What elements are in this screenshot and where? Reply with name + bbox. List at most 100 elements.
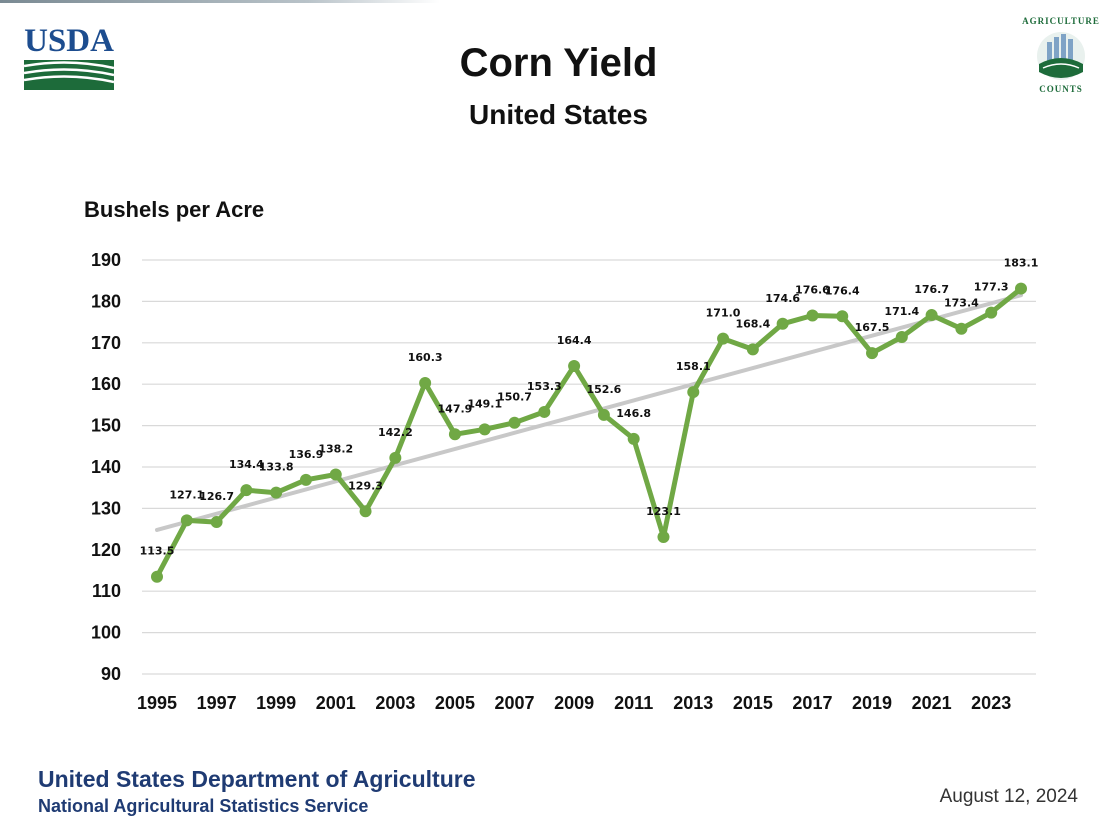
data-point-2013 [687,386,700,399]
usda-logo-landscape-icon [24,60,114,90]
data-point-2001 [329,468,342,481]
usda-logo: USDA [24,22,114,90]
data-label-2011: 146.8 [616,407,651,420]
data-point-2002 [359,505,372,518]
data-point-2015 [746,343,759,356]
data-label-2016: 174.6 [765,292,800,305]
data-point-2007 [508,416,521,429]
data-point-2009 [568,359,581,372]
data-point-2017 [806,309,819,322]
x-tick-label: 2009 [554,693,594,713]
data-point-2022 [955,322,968,335]
data-label-2014: 171.0 [706,307,741,320]
y-tick-label: 90 [101,664,121,684]
ag-logo-bottom-text: COUNTS [1039,84,1083,94]
x-tick-label: 2013 [673,693,713,713]
data-point-2021 [925,309,938,322]
data-label-2012: 123.1 [646,505,681,518]
data-point-2010 [597,408,610,421]
data-point-2020 [895,331,908,344]
data-label-2018: 176.4 [825,284,860,297]
data-point-2012 [657,530,670,543]
y-tick-label: 130 [91,498,121,518]
data-label-1995: 113.5 [140,545,175,558]
data-point-2006 [478,423,491,436]
data-point-2011 [627,432,640,445]
data-point-1997 [210,516,223,529]
data-label-2007: 150.7 [497,391,532,404]
data-label-2001: 138.2 [318,442,353,455]
x-tick-label: 2023 [971,693,1011,713]
data-label-2006: 149.1 [467,397,502,410]
data-label-2004: 160.3 [408,351,443,364]
y-tick-label: 140 [91,457,121,477]
data-point-1995 [151,570,163,583]
data-point-2024 [1015,282,1027,295]
footer-department: United States Department of Agriculture [38,766,476,792]
chart-subtitle: United States [469,99,648,130]
x-tick-label: 2003 [375,693,415,713]
y-tick-label: 100 [91,623,121,643]
x-tick-label: 2011 [614,693,653,713]
data-label-2020: 171.4 [884,305,919,318]
usda-logo-text: USDA [24,23,114,59]
data-label-2023: 177.3 [974,281,1009,294]
data-label-2003: 142.2 [378,426,413,439]
agriculture-counts-emblem-icon [1037,32,1085,80]
x-tick-label: 2001 [316,693,356,713]
data-label-2021: 176.7 [914,283,949,296]
y-tick-label: 180 [91,291,121,311]
data-label-2002: 129.3 [348,479,383,492]
x-tick-label: 2007 [494,693,534,713]
data-point-2003 [389,451,402,464]
data-label-1997: 126.7 [199,490,234,503]
footer-date: August 12, 2024 [939,786,1078,807]
data-point-2023 [985,306,998,319]
y-tick-label: 170 [91,333,121,353]
data-point-2005 [448,428,461,441]
data-label-1998: 134.4 [229,458,264,471]
data-label-1996: 127.1 [169,488,204,501]
top-rule [0,0,440,3]
data-label-2017: 176.6 [795,283,830,296]
data-point-1996 [180,514,193,527]
y-tick-label: 150 [91,416,121,436]
data-label-2022: 173.4 [944,297,979,310]
data-point-2000 [299,473,312,486]
x-tick-label: 2017 [792,693,832,713]
data-point-2014 [717,332,730,345]
y-tick-label: 160 [91,374,121,394]
y-axis-label: Bushels per Acre [84,197,265,222]
data-label-2008: 153.3 [527,380,562,393]
data-point-2008 [538,405,551,418]
data-label-2024: 183.1 [1004,257,1039,270]
data-point-1998 [240,484,253,497]
x-tick-label: 1995 [137,693,177,713]
ag-logo-top-text: AGRICULTURE [1022,16,1100,26]
x-tick-label: 1997 [197,693,237,713]
data-point-2018 [836,310,849,323]
data-label-2015: 168.4 [735,317,770,330]
data-label-2013: 158.1 [676,360,711,373]
x-tick-label: 2019 [852,693,892,713]
data-label-2009: 164.4 [557,334,592,347]
data-point-2019 [866,347,879,360]
x-tick-label: 1999 [256,693,296,713]
data-label-2005: 147.9 [438,402,473,415]
data-point-1999 [270,486,283,499]
data-label-2019: 167.5 [855,321,890,334]
trend-line [155,293,1023,532]
data-point-2016 [776,317,789,330]
x-tick-label: 2005 [435,693,475,713]
y-tick-label: 110 [92,581,121,601]
y-tick-label: 120 [91,540,121,560]
x-tick-label: 2021 [912,693,952,713]
data-label-1999: 133.8 [259,461,294,474]
data-label-2000: 136.9 [289,448,324,461]
agriculture-counts-logo: AGRICULTURE COUNTS [1019,14,1103,98]
chart-title: Corn Yield [459,41,658,85]
x-tick-label: 2015 [733,693,773,713]
data-point-2004 [419,376,432,389]
y-tick-label: 190 [91,250,121,270]
